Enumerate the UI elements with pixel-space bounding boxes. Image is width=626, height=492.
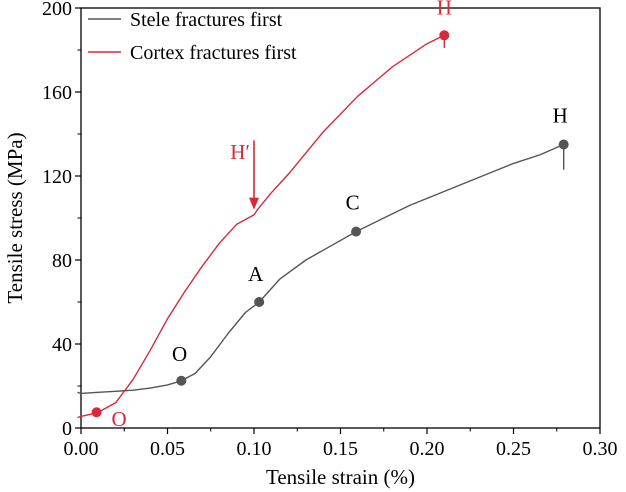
x-tick-label: 0.25 [496,438,531,460]
y-tick-label: 0 [62,418,72,440]
point-label: A [248,262,264,286]
data-point [254,297,265,307]
arrow-label: H′ [230,140,250,164]
y-axis-title: Tensile stress (MPa) [3,132,27,303]
x-axis-title: Tensile strain (%) [266,465,415,489]
y-tick-label: 160 [42,82,72,104]
legend-label: Stele fractures first [130,9,283,31]
data-point [176,375,187,386]
point-label: H [437,0,452,19]
x-tick-label: 0.30 [583,438,618,460]
series-layer [77,34,565,419]
y-tick-label: 80 [52,250,72,272]
point-label: O [172,342,187,366]
series-line-2 [77,34,445,419]
x-tick-label: 0.15 [323,438,358,460]
point-label: O [111,407,126,431]
data-point [439,30,450,41]
x-tick-label: 0.10 [237,438,272,460]
point-label: H [553,103,568,127]
x-tick-label: 0.20 [410,438,445,460]
data-point [558,139,569,150]
points-layer: O A C H O H H′ [91,0,569,431]
x-tick-label: 0.00 [64,438,99,460]
axes: 0.00 0.05 0.10 0.15 0.20 0.25 0.30 0 40 80 120 160 2… [42,0,618,460]
x-tick-label: 0.05 [150,438,185,460]
plot-frame [80,7,601,429]
point-label: C [346,191,360,215]
legend-label: Cortex fractures first [130,42,297,64]
y-tick-label: 120 [42,166,72,188]
y-tick-label: 200 [42,0,72,20]
data-point [351,226,362,237]
arrow-head [249,197,259,210]
series-line-1 [77,143,565,395]
data-point [91,407,102,418]
y-tick-label: 40 [52,334,72,356]
legend: Stele fractures first Cortex fractures fi… [88,9,297,64]
